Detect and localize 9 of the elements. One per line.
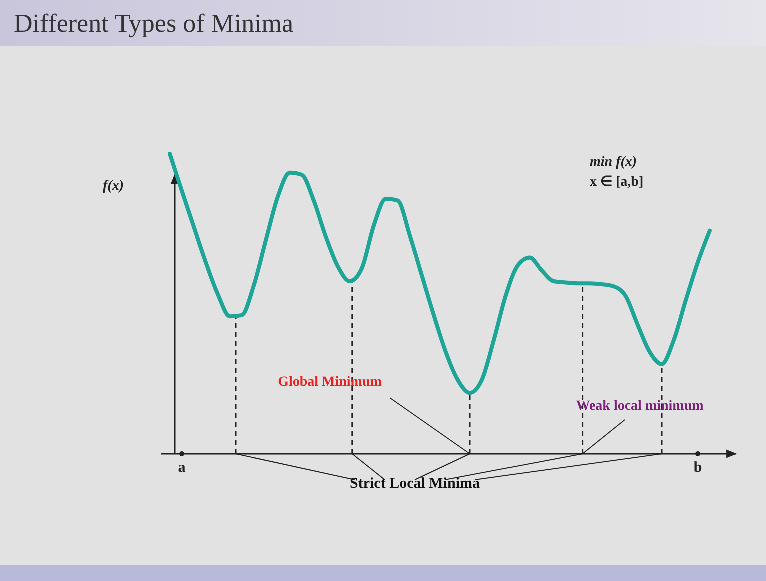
y-axis-title: f(x): [103, 179, 124, 194]
annotation: Weak local minimum: [576, 399, 704, 414]
text: Strict Local Minima: [350, 476, 480, 492]
annotation: Global Minimum: [278, 375, 382, 390]
chart-title: Different Types of Minima: [14, 9, 294, 38]
annotation: min f(x): [590, 155, 638, 170]
annotation: x ∈ [a,b]: [590, 175, 644, 190]
x-tick-label: b: [694, 460, 702, 476]
x-tick-label: a: [178, 460, 186, 476]
